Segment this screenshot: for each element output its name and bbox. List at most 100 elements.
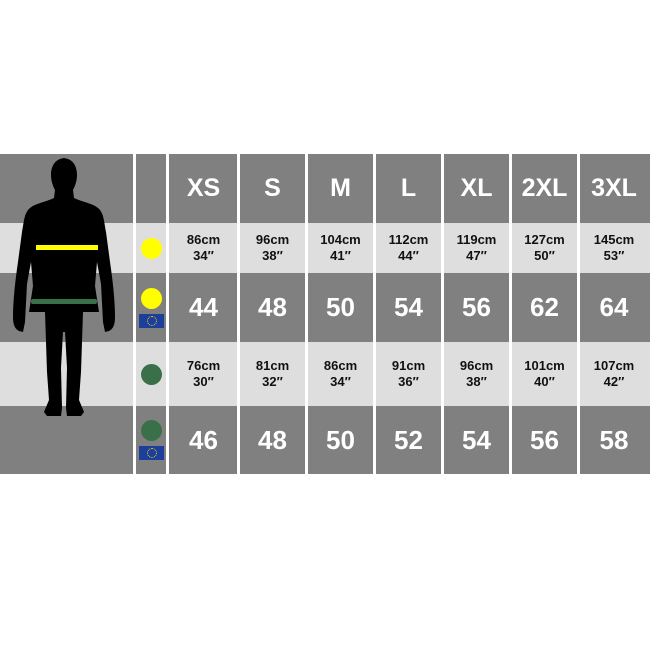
chest-inches: 38″ <box>262 248 283 263</box>
waist-measurement: 86cm 34″ <box>308 342 373 406</box>
chest-inches: 41″ <box>330 248 351 263</box>
waist-eu: 46 <box>189 424 218 455</box>
size-header: L <box>376 154 441 223</box>
chest-inches: 50″ <box>534 248 555 263</box>
size-chart: XS 86cm 34″ 44 76cm 30″ 46 S 96cm 38″ 48 81cm 32″ 48 M… <box>0 154 650 474</box>
eu-flag-icon <box>138 313 164 328</box>
column-divider <box>305 154 308 474</box>
waist-eu-size: 46 <box>170 406 237 474</box>
waist-inches: 38″ <box>466 374 487 389</box>
size-header: 3XL <box>580 154 648 223</box>
chest-eu-size: 48 <box>240 273 305 342</box>
chest-eu: 54 <box>394 292 423 322</box>
column-divider <box>441 154 444 474</box>
chest-eu-size: 62 <box>512 273 577 342</box>
green-dot-icon <box>140 363 162 385</box>
waist-eu-size: 48 <box>240 406 305 474</box>
chest-eu-size: 44 <box>170 273 237 342</box>
column-divider <box>237 154 240 474</box>
column-divider <box>166 154 169 474</box>
waist-cm: 81cm <box>255 358 290 373</box>
waist-cm: 86cm <box>323 358 358 373</box>
chest-inches: 53″ <box>603 248 625 263</box>
chest-eu: 48 <box>258 292 287 322</box>
size-label: 3XL <box>591 174 637 202</box>
waist-measurement: 96cm 38″ <box>444 342 509 406</box>
waist-cm: 96cm <box>459 358 494 373</box>
waist-cm: 76cm <box>186 358 221 373</box>
chest-cm: 119cm <box>456 232 497 247</box>
size-header: 2XL <box>512 154 577 223</box>
size-header: XS <box>170 154 237 223</box>
waist-inches: 32″ <box>262 374 283 389</box>
chest-eu-marker <box>136 273 166 342</box>
column-divider <box>577 154 580 474</box>
waist-inches: 36″ <box>398 374 419 389</box>
waist-cm: 101cm <box>524 358 565 373</box>
chest-measurement: 104cm 41″ <box>308 223 373 273</box>
waist-eu: 48 <box>258 424 287 455</box>
waist-eu: 54 <box>462 424 491 455</box>
chest-cm: 112cm <box>388 232 429 247</box>
chest-measurement: 86cm 34″ <box>170 223 237 273</box>
chest-cm: 86cm <box>186 232 221 247</box>
size-header: XL <box>444 154 509 223</box>
chest-eu: 50 <box>326 292 355 322</box>
chest-cm: 127cm <box>524 232 565 247</box>
size-label: S <box>264 174 281 202</box>
waist-inches: 30″ <box>193 374 214 389</box>
chest-cm: 104cm <box>320 232 361 247</box>
eu-flag-icon <box>138 446 164 460</box>
size-label: L <box>400 174 417 202</box>
chest-inches: 47″ <box>466 248 487 263</box>
size-header: M <box>308 154 373 223</box>
chest-measurement: 119cm 47″ <box>444 223 509 273</box>
waist-marker <box>136 342 166 406</box>
green-dot-icon <box>140 420 162 441</box>
waist-eu: 52 <box>394 424 423 455</box>
column-divider <box>509 154 512 474</box>
waist-measurement: 101cm 40″ <box>512 342 577 406</box>
waist-eu-marker <box>136 406 166 474</box>
size-label: 2XL <box>521 174 568 202</box>
chest-eu-size: 50 <box>308 273 373 342</box>
waist-measurement: 76cm 30″ <box>170 342 237 406</box>
waist-eu-size: 58 <box>580 406 648 474</box>
size-label: XL <box>460 174 493 202</box>
chest-measurement: 112cm 44″ <box>376 223 441 273</box>
waist-eu-size: 54 <box>444 406 509 474</box>
size-header: S <box>240 154 305 223</box>
chest-cm: 145cm <box>593 232 635 247</box>
waist-cm-band <box>0 342 650 406</box>
chest-line <box>36 245 98 250</box>
size-label: XS <box>186 174 221 202</box>
yellow-dot-icon <box>140 287 162 309</box>
waist-eu: 56 <box>530 424 559 455</box>
waist-eu-band <box>0 406 650 474</box>
waist-inches: 42″ <box>603 374 625 389</box>
chest-eu: 64 <box>599 292 629 322</box>
male-silhouette-icon <box>13 158 115 416</box>
yellow-dot-icon <box>140 237 162 259</box>
waist-cm: 91cm <box>391 358 426 373</box>
chest-cm: 96cm <box>255 232 290 247</box>
waist-eu-size: 56 <box>512 406 577 474</box>
column-divider <box>373 154 376 474</box>
chest-eu: 44 <box>189 292 218 322</box>
chest-eu-size: 54 <box>376 273 441 342</box>
waist-eu-size: 52 <box>376 406 441 474</box>
chest-eu: 56 <box>462 292 491 322</box>
waist-inches: 34″ <box>330 374 351 389</box>
waist-eu: 58 <box>599 424 629 455</box>
waist-eu: 50 <box>326 424 355 455</box>
waist-line <box>31 299 97 304</box>
chest-measurement: 145cm 53″ <box>580 223 648 273</box>
chest-measurement: 127cm 50″ <box>512 223 577 273</box>
waist-cm: 107cm <box>593 358 635 373</box>
chest-inches: 34″ <box>193 248 214 263</box>
size-label: M <box>330 174 351 202</box>
waist-measurement: 91cm 36″ <box>376 342 441 406</box>
header-band <box>0 154 650 223</box>
waist-measurement: 107cm 42″ <box>580 342 648 406</box>
chest-inches: 44″ <box>398 248 419 263</box>
